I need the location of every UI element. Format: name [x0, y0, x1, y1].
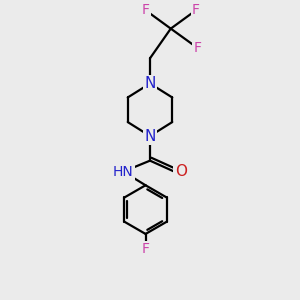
Text: N: N — [144, 128, 156, 143]
Text: F: F — [192, 3, 200, 17]
Text: F: F — [142, 3, 149, 17]
Text: HN: HN — [113, 165, 134, 178]
Text: F: F — [194, 41, 202, 55]
Text: N: N — [144, 76, 156, 91]
Text: F: F — [142, 242, 149, 256]
Text: O: O — [175, 164, 187, 179]
